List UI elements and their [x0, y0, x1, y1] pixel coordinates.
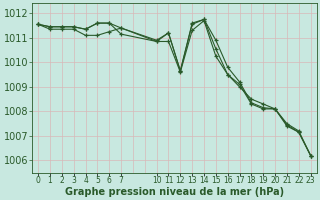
X-axis label: Graphe pression niveau de la mer (hPa): Graphe pression niveau de la mer (hPa): [65, 187, 284, 197]
